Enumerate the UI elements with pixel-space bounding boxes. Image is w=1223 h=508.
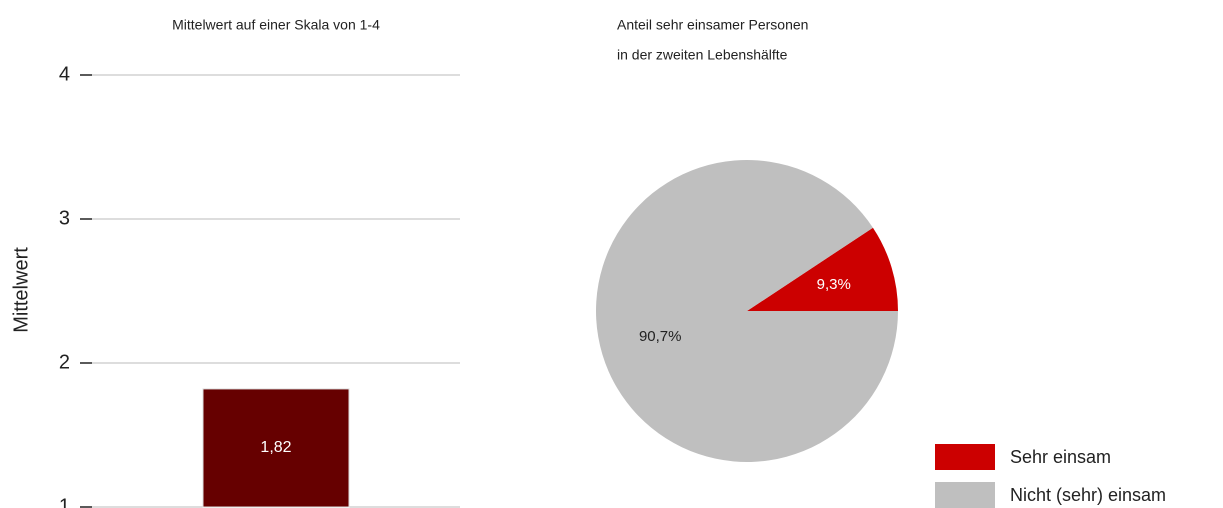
y-tick-label: 3 — [59, 207, 70, 229]
legend-label: Nicht (sehr) einsam — [1010, 485, 1166, 505]
legend-swatch — [935, 482, 995, 508]
chart-title: Mittelwert auf einer Skala von 1-4 — [172, 17, 380, 33]
chart-title: Anteil sehr einsamer Personen — [617, 17, 808, 33]
bar — [202, 388, 350, 508]
y-tick-label: 4 — [59, 63, 70, 85]
pie-slice — [596, 160, 898, 462]
legend-label: Sehr einsam — [1010, 447, 1111, 467]
y-axis-label: Mittelwert — [10, 247, 32, 333]
pie-slice — [747, 227, 898, 311]
value-label: 90,7% — [639, 328, 682, 345]
legend-swatch — [935, 444, 995, 470]
value-label: 1,82 — [260, 439, 291, 456]
value-label: 9,3% — [817, 276, 851, 293]
y-tick-label: 2 — [59, 351, 70, 373]
chart-title: in der zweiten Lebenshälfte — [617, 47, 788, 63]
y-tick-label: 1 — [59, 495, 70, 508]
